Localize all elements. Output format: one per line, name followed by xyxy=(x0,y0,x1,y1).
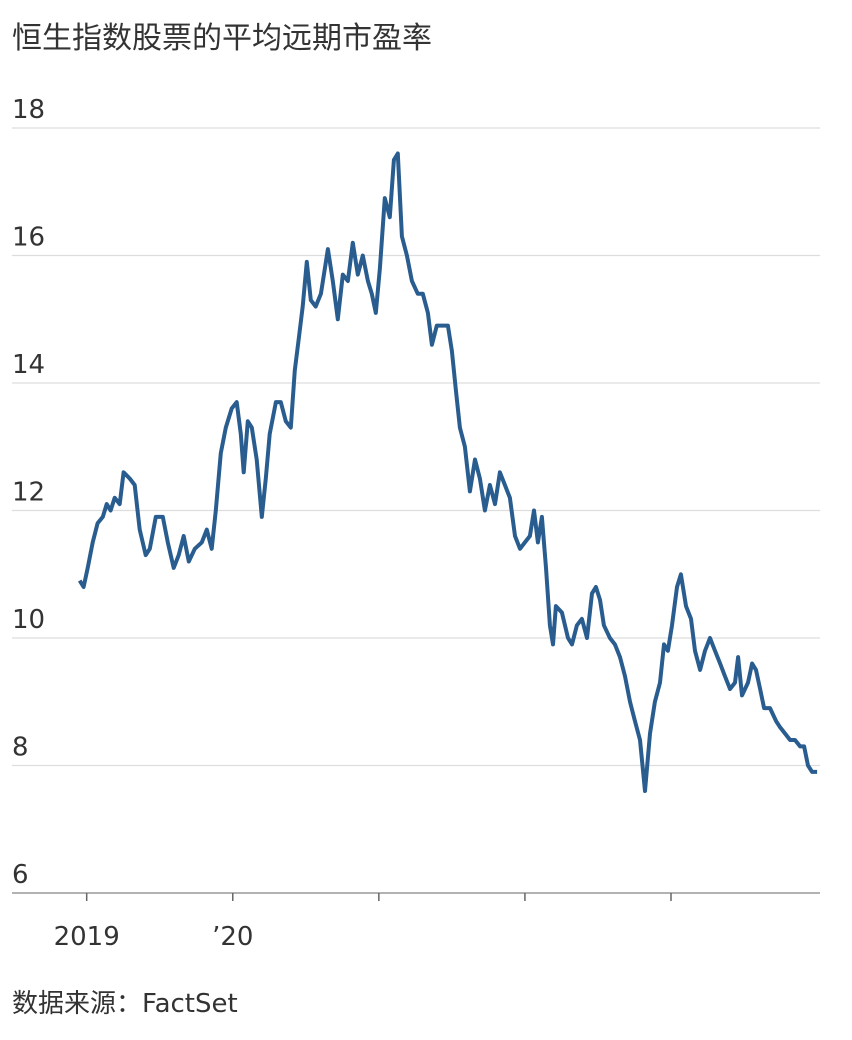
y-tick-label: 16 xyxy=(12,223,45,253)
y-tick-label: 14 xyxy=(12,350,45,380)
y-tick-label: 8 xyxy=(12,733,29,763)
y-tick-label: 10 xyxy=(12,605,45,635)
y-tick-label: 12 xyxy=(12,478,45,508)
y-tick-label: 18 xyxy=(12,95,45,125)
data-line xyxy=(77,151,818,793)
source-note: 数据来源：FactSet xyxy=(12,989,238,1019)
x-tick-label: ’20 xyxy=(212,922,253,952)
chart-title: 恒生指数股票的平均远期市盈率 xyxy=(12,21,432,56)
y-tick-label: 6 xyxy=(12,860,29,890)
x-tick-label: 2019 xyxy=(54,922,120,952)
